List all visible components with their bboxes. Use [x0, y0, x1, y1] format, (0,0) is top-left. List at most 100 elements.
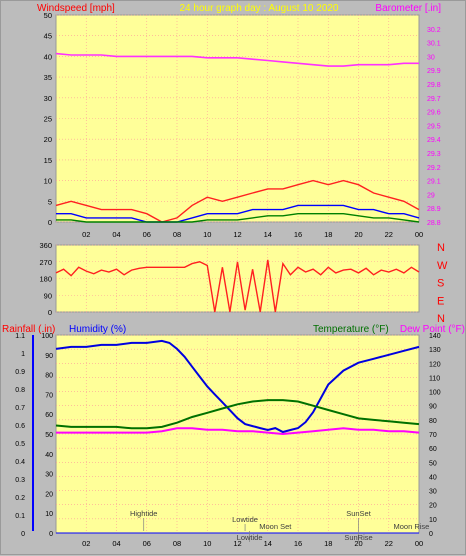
temperature-tick-label: 110 — [429, 375, 440, 382]
temperature-line — [55, 399, 420, 430]
barometer-tick-label: 29.4 — [427, 137, 441, 144]
time-tick-label: 20 — [354, 539, 362, 548]
barometer-tick-label: 29.7 — [427, 96, 441, 103]
humidity-tick-label: 10 — [45, 511, 53, 518]
rainfall-tick-label: 0 — [21, 531, 25, 538]
rainfall-tick-label: 0.4 — [15, 459, 25, 466]
temperature-tick-label: 100 — [429, 390, 441, 397]
wind-panel-ticks: 0 5 10 15 20 25 30 35 40 45 50 28.8 28.9 29 29.1 29.2 29… — [44, 11, 441, 239]
time-tick-label: 02 — [82, 539, 90, 548]
direction-panel-series — [55, 259, 420, 313]
windspeed-axis-label: Windspeed [mph] — [37, 3, 115, 14]
direction-tick-label: 0 — [48, 308, 52, 317]
humidity-line — [55, 339, 420, 434]
barometer-tick-label: 28.8 — [427, 220, 441, 227]
windspeed-tick-label: 25 — [44, 115, 52, 124]
barometer-line — [55, 52, 419, 67]
time-tick-label: 10 — [203, 230, 211, 239]
annotation-label: Moon Rise — [394, 522, 430, 531]
humidity-tick-label: 70 — [45, 392, 53, 399]
humidity-tick-label: 60 — [45, 412, 53, 419]
gust-line — [55, 179, 420, 223]
time-tick-label: 22 — [385, 230, 393, 239]
temperature-tick-label: 120 — [429, 361, 441, 368]
windspeed-tick-label: 20 — [44, 135, 52, 144]
windspeed-tick-label: 40 — [44, 52, 52, 61]
time-tick-label: 08 — [173, 230, 181, 239]
time-tick-label: 18 — [324, 230, 332, 239]
temperature-tick-label: 70 — [429, 432, 437, 439]
direction-panel-grid — [56, 244, 419, 313]
compass-point-label: S — [437, 278, 444, 290]
time-tick-label: 06 — [143, 230, 151, 239]
temperature-tick-label: 30 — [429, 489, 437, 496]
annotation-label: Hightide — [130, 509, 158, 518]
time-tick-label: 12 — [233, 539, 241, 548]
barometer-tick-label: 29 — [427, 192, 435, 199]
rainfall-axis-label: Rainfall (.in) — [2, 324, 55, 335]
annotation-label: SunRise — [344, 533, 372, 542]
rainfall-tick-label: 0.8 — [15, 387, 25, 394]
barometer-tick-label: 30 — [427, 54, 435, 61]
time-tick-label: 04 — [112, 539, 120, 548]
time-tick-label: 02 — [82, 230, 90, 239]
windspeed-tick-label: 10 — [44, 177, 52, 186]
annotation-label: Moon Set — [259, 522, 292, 531]
direction-tick-label: 360 — [39, 241, 52, 250]
time-tick-label: 04 — [112, 230, 120, 239]
barometer-tick-label: 29.9 — [427, 68, 441, 75]
windspeed-tick-label: 5 — [48, 197, 52, 206]
temperature-tick-label: 60 — [429, 446, 437, 453]
time-tick-label: 10 — [203, 539, 211, 548]
rainfall-tick-label: 0.1 — [15, 513, 25, 520]
humidity-tick-label: 50 — [45, 432, 53, 439]
compass-point-label: E — [437, 295, 444, 307]
time-tick-label: 14 — [264, 539, 272, 548]
windspeed-tick-label: 0 — [48, 218, 52, 227]
direction-tick-label: 90 — [44, 291, 52, 300]
time-tick-label: 18 — [324, 539, 332, 548]
temperature-tick-label: 80 — [429, 418, 437, 425]
dewpoint-line — [56, 427, 420, 436]
time-tick-label: 20 — [354, 230, 362, 239]
windspeed-line — [56, 204, 420, 223]
barometer-tick-label: 29.1 — [427, 179, 441, 186]
barometer-tick-label: 29.5 — [427, 123, 441, 130]
temp-panel-series — [55, 339, 420, 534]
compass-point-label: W — [437, 260, 448, 272]
time-tick-label: 16 — [294, 539, 302, 548]
windspeed-tick-label: 30 — [44, 94, 52, 103]
temperature-tick-label: 10 — [429, 517, 437, 524]
compass-point-label: N — [437, 242, 445, 254]
compass-point-label: N — [437, 313, 445, 325]
dewpoint-axis-label: Dew Point (°F) — [400, 324, 465, 335]
humidity-tick-label: 20 — [45, 491, 53, 498]
time-tick-label: 00 — [415, 230, 423, 239]
humidity-axis-label: Humidity (%) — [69, 324, 126, 335]
temperature-tick-label: 50 — [429, 460, 437, 467]
humidity-tick-label: 0 — [49, 531, 53, 538]
direction-line — [55, 259, 420, 313]
windspeed-tick-label: 35 — [44, 73, 52, 82]
wind-panel-series — [55, 52, 420, 223]
chart-title: 24 hour graph day : August 10 2020 — [179, 3, 338, 14]
time-tick-label: 16 — [294, 230, 302, 239]
barometer-tick-label: 29.8 — [427, 82, 441, 89]
humidity-tick-label: 30 — [45, 472, 53, 479]
barometer-axis-label: Barometer [.in] — [375, 3, 441, 14]
rainfall-tick-label: 0.3 — [15, 477, 25, 484]
annotation-label: Lowtide — [232, 515, 258, 524]
windspeed-tick-label: 50 — [44, 11, 52, 20]
rainfall-tick-label: 1.1 — [15, 333, 25, 340]
direction-tick-label: 180 — [39, 275, 52, 284]
barometer-tick-label: 30.1 — [427, 41, 441, 48]
annotation-label: Lowtide — [237, 533, 263, 542]
humidity-tick-label: 40 — [45, 452, 53, 459]
rainfall-tick-label: 0.2 — [15, 495, 25, 502]
temperature-tick-label: 40 — [429, 474, 437, 481]
barometer-tick-label: 29.6 — [427, 110, 441, 117]
direction-tick-label: 270 — [39, 258, 52, 267]
